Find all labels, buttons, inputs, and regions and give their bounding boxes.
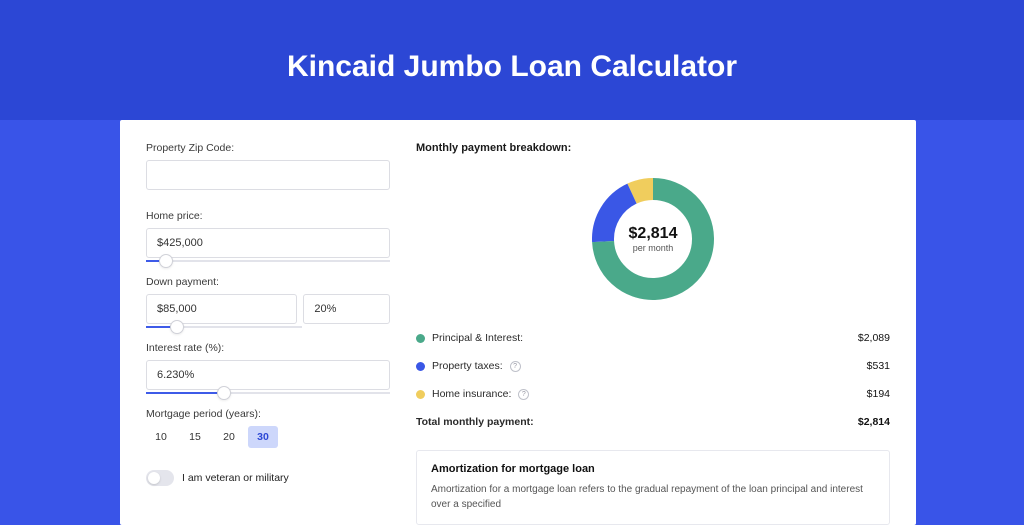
breakdown-value: $531 — [867, 360, 890, 372]
header-bar: Kincaid Jumbo Loan Calculator — [0, 0, 1024, 120]
breakdown-title: Monthly payment breakdown: — [416, 142, 890, 154]
interest-rate-label: Interest rate (%): — [146, 342, 390, 354]
donut-amount: $2,814 — [629, 225, 678, 243]
interest-rate-slider-thumb[interactable] — [217, 386, 231, 400]
down-payment-input[interactable] — [146, 294, 297, 324]
period-btn-10[interactable]: 10 — [146, 426, 176, 448]
donut-sub: per month — [629, 243, 678, 253]
breakdown-row: Home insurance:? $194 — [416, 380, 890, 408]
legend-dot — [416, 362, 425, 371]
period-btn-15[interactable]: 15 — [180, 426, 210, 448]
home-price-input[interactable] — [146, 228, 390, 258]
breakdown-row: Principal & Interest: $2,089 — [416, 324, 890, 352]
legend-dot — [416, 334, 425, 343]
field-veteran: I am veteran or military — [146, 470, 390, 486]
down-payment-slider[interactable] — [146, 326, 302, 328]
amortization-title: Amortization for mortgage loan — [431, 463, 875, 475]
home-price-slider-thumb[interactable] — [159, 254, 173, 268]
interest-rate-input[interactable] — [146, 360, 390, 390]
breakdown-value: $2,089 — [858, 332, 890, 344]
period-btn-30[interactable]: 30 — [248, 426, 278, 448]
breakdown-total-row: Total monthly payment: $2,814 — [416, 408, 890, 436]
breakdown-label: Home insurance: — [432, 388, 511, 400]
field-zip: Property Zip Code: — [146, 142, 390, 190]
breakdown-label: Property taxes: — [432, 360, 503, 372]
field-home-price: Home price: — [146, 210, 390, 262]
donut-center: $2,814 per month — [629, 225, 678, 253]
zip-input[interactable] — [146, 160, 390, 190]
breakdown-value: $194 — [867, 388, 890, 400]
breakdown-column: Monthly payment breakdown: $2,814 per mo… — [416, 142, 890, 525]
field-down-payment: Down payment: — [146, 276, 390, 328]
page-title: Kincaid Jumbo Loan Calculator — [0, 50, 1024, 84]
down-payment-slider-thumb[interactable] — [170, 320, 184, 334]
breakdown-row: Property taxes:? $531 — [416, 352, 890, 380]
info-icon[interactable]: ? — [518, 389, 529, 400]
info-icon[interactable]: ? — [510, 361, 521, 372]
total-value: $2,814 — [858, 416, 890, 428]
veteran-toggle[interactable] — [146, 470, 174, 486]
amortization-card: Amortization for mortgage loan Amortizat… — [416, 450, 890, 525]
breakdown-label: Principal & Interest: — [432, 332, 523, 344]
field-mortgage-period: Mortgage period (years): 10152030 — [146, 408, 390, 448]
calculator-card: Property Zip Code: Home price: Down paym… — [120, 120, 916, 525]
interest-rate-slider[interactable] — [146, 392, 390, 394]
home-price-slider[interactable] — [146, 260, 390, 262]
period-btn-20[interactable]: 20 — [214, 426, 244, 448]
mortgage-period-label: Mortgage period (years): — [146, 408, 390, 420]
veteran-label: I am veteran or military — [182, 472, 289, 484]
home-price-label: Home price: — [146, 210, 390, 222]
donut-chart: $2,814 per month — [416, 164, 890, 314]
field-interest-rate: Interest rate (%): — [146, 342, 390, 394]
down-payment-label: Down payment: — [146, 276, 390, 288]
legend-dot — [416, 390, 425, 399]
zip-label: Property Zip Code: — [146, 142, 390, 154]
total-label: Total monthly payment: — [416, 416, 534, 428]
inputs-column: Property Zip Code: Home price: Down paym… — [146, 142, 390, 525]
amortization-text: Amortization for a mortgage loan refers … — [431, 483, 875, 512]
down-payment-pct-input[interactable] — [303, 294, 390, 324]
